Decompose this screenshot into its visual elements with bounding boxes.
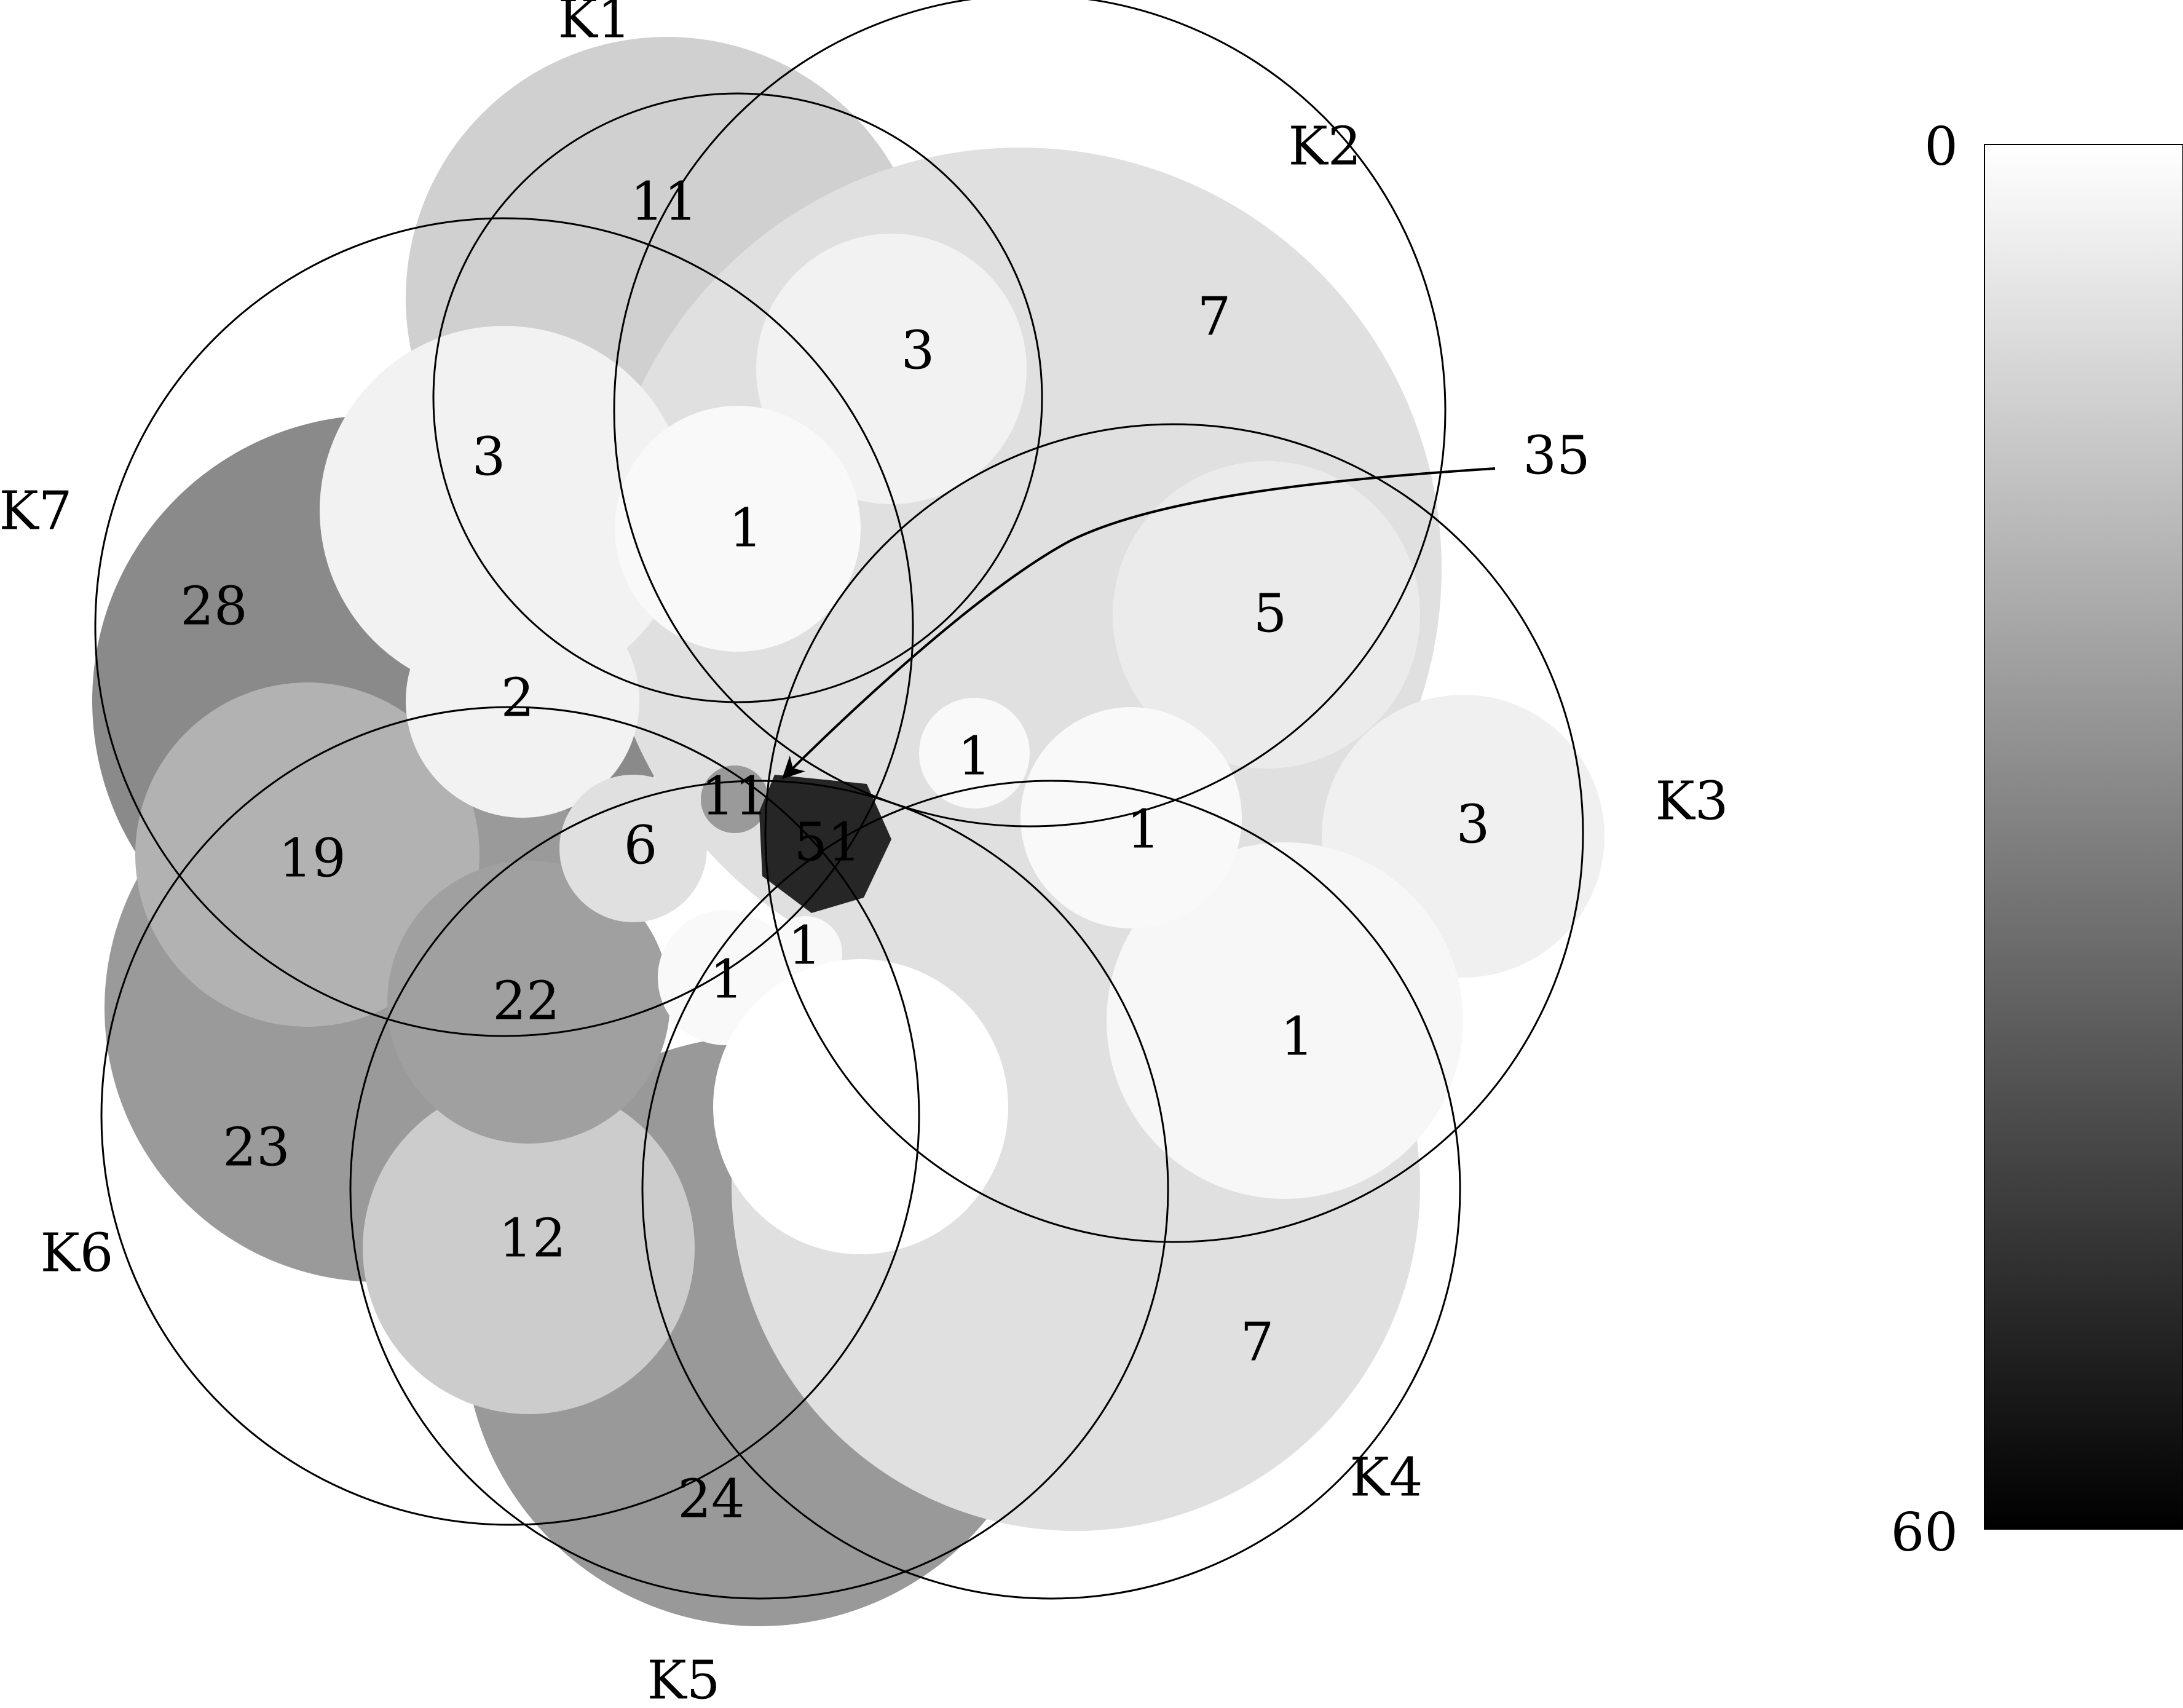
count-k5-k6-k7: 22 <box>492 971 559 1032</box>
count-k7-only: 28 <box>180 576 247 638</box>
k1-k2-k3-fill <box>919 698 1030 809</box>
k3-k4-fill <box>1107 842 1463 1199</box>
colorbar-max-label: 60 <box>1891 1502 1958 1564</box>
count-k4-k5-k6: 1 <box>710 949 744 1011</box>
k1-k6-k7-fill <box>406 584 639 818</box>
count-k6-only: 23 <box>223 1117 290 1179</box>
circle-k4 <box>641 780 1461 1600</box>
k2-k3-fill <box>1113 461 1420 769</box>
k1-k2-k7-fill <box>615 406 861 652</box>
circle-k1 <box>432 92 1043 703</box>
count-k1-k2-k7: 1 <box>729 498 763 559</box>
k5-k6-k7-fill <box>387 861 670 1144</box>
region-counts: 11 7 3 7 24 23 28 3 5 1 12 19 3 1 2 22 6… <box>180 172 1490 1530</box>
callout-arrow <box>781 467 1496 780</box>
count-k3-k4: 1 <box>1281 1006 1314 1068</box>
count-k1-k6-k7: 2 <box>501 668 535 729</box>
count-k2-k3-k4: 1 <box>1127 799 1161 861</box>
count-k6-k7: 19 <box>278 828 345 890</box>
count-all: 51 <box>794 812 861 874</box>
k6-k7-fill <box>135 682 480 1027</box>
label-k5: K5 <box>647 1650 720 1708</box>
region-fills <box>92 37 1605 1626</box>
circle-k2 <box>613 0 1447 828</box>
count-k1-k2-k3: 1 <box>958 726 992 788</box>
label-k1: K1 <box>558 0 631 50</box>
k4-k5-center-fill <box>713 959 1008 1254</box>
count-k4-only: 7 <box>1241 1312 1274 1374</box>
count-k1-k2: 3 <box>901 320 935 382</box>
k1-k2-fill <box>756 234 1027 504</box>
circle-k6 <box>100 706 920 1526</box>
count-k1-k5-k6-k7: 6 <box>624 815 658 877</box>
label-k3: K3 <box>1656 771 1729 832</box>
count-k2-only: 7 <box>1198 287 1231 348</box>
circle-k5 <box>349 780 1169 1600</box>
colorbar-min-label: 0 <box>1924 116 1958 178</box>
callout-value: 35 <box>1523 425 1590 487</box>
circle-k7 <box>94 217 914 1037</box>
count-k1-only: 11 <box>630 172 697 233</box>
count-k1-k5-k7: 11 <box>701 766 768 828</box>
circle-k3 <box>764 423 1584 1243</box>
all-sets-region <box>759 775 891 913</box>
count-k7-k1: 3 <box>472 427 506 488</box>
count-k2-k3: 5 <box>1253 583 1287 645</box>
label-k2: K2 <box>1289 116 1362 178</box>
count-k5-k6: 12 <box>499 1208 566 1270</box>
count-k3-k4-k5: 1 <box>788 915 822 977</box>
k2-k3-k4-fill <box>1020 707 1242 928</box>
k1-k5-k6-k7-fill <box>559 775 707 922</box>
set-circles <box>94 0 1584 1600</box>
colorbar-gradient <box>1984 144 2183 1530</box>
count-k3-only: 3 <box>1456 794 1490 856</box>
count-k5-only: 24 <box>677 1469 744 1530</box>
k7-k1-fill <box>320 326 689 695</box>
label-k7: K7 <box>0 481 72 542</box>
callout: 35 <box>781 425 1590 780</box>
k5-k6-fill <box>363 1082 695 1414</box>
label-k6: K6 <box>41 1223 114 1284</box>
set-labels: K1 K2 K3 K4 K5 K6 K7 <box>0 0 1728 1708</box>
label-k4: K4 <box>1350 1447 1423 1509</box>
colorbar: 0 60 <box>1891 116 2183 1564</box>
